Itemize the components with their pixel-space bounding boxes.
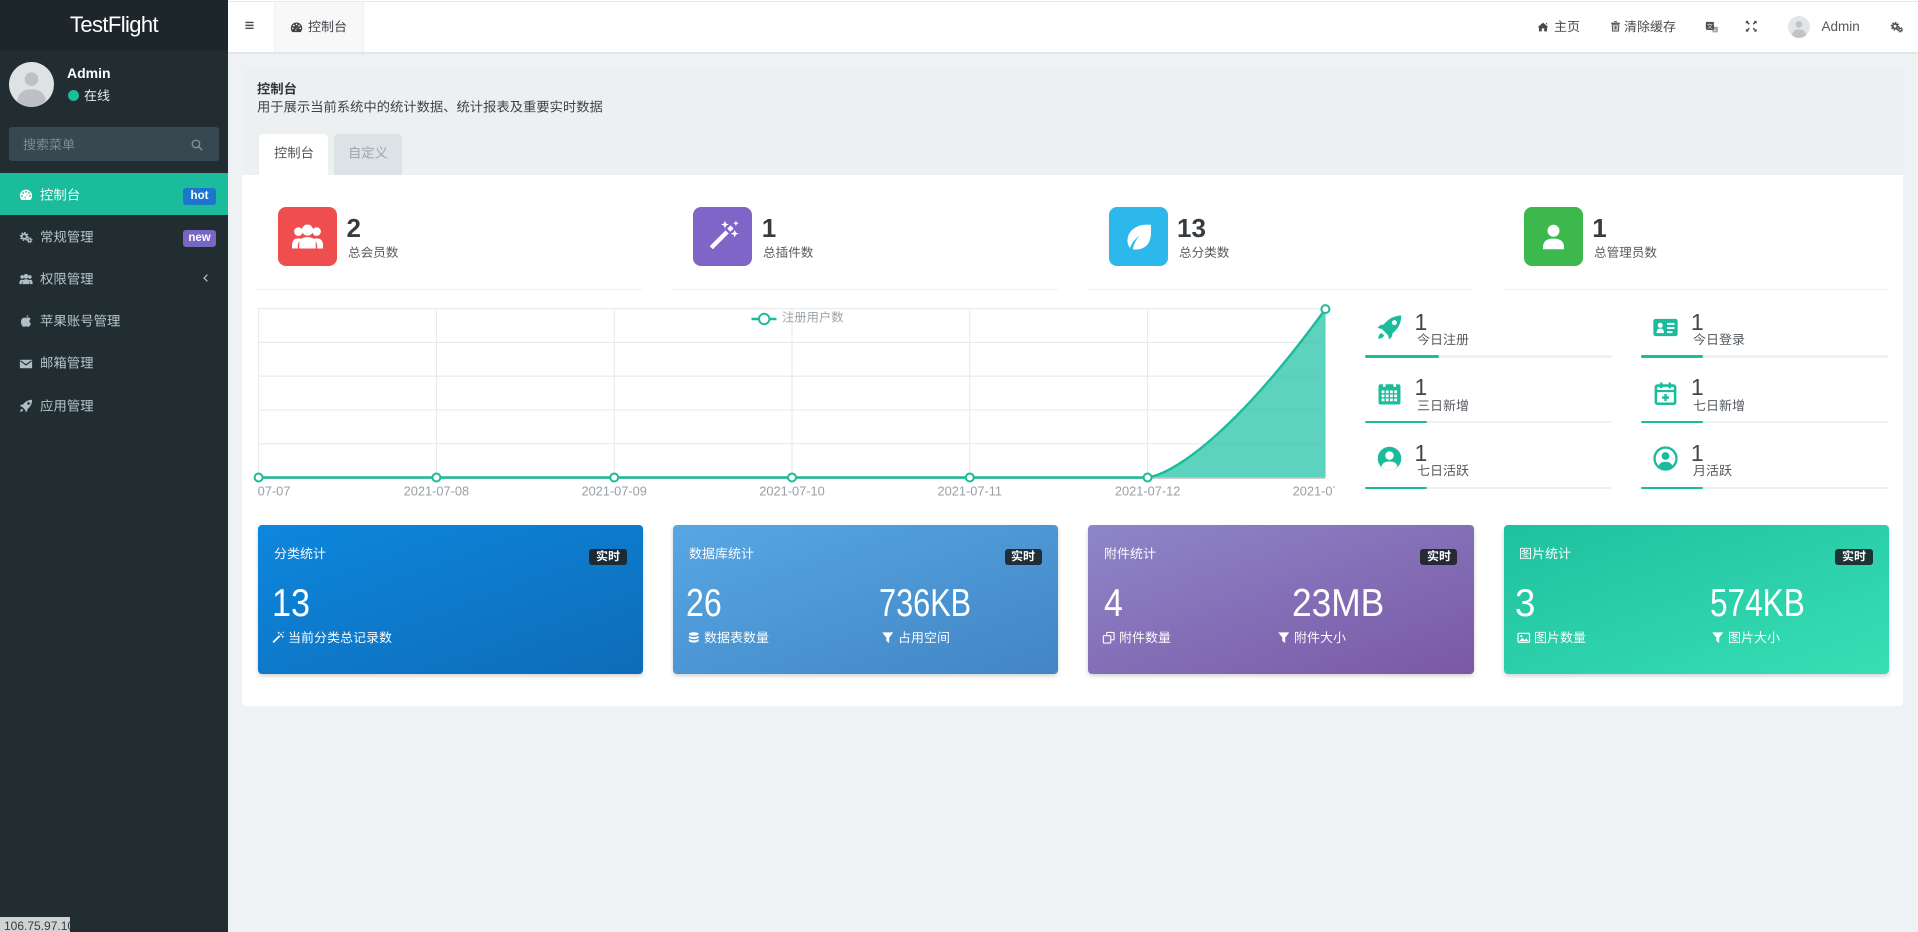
svg-text:07-07: 07-07 — [258, 483, 291, 498]
svg-text:2021-07-10: 2021-07-10 — [759, 483, 824, 498]
svg-text:2021-07-12: 2021-07-12 — [1115, 483, 1180, 498]
svg-text:2021-07-08: 2021-07-08 — [404, 483, 469, 498]
svg-text:2021-07-11: 2021-07-11 — [938, 483, 1003, 498]
svg-text:2021-07-13: 2021-07-13 — [1293, 483, 1335, 498]
svg-text:A: A — [1713, 27, 1717, 33]
svg-text:2021-07-09: 2021-07-09 — [581, 483, 646, 498]
